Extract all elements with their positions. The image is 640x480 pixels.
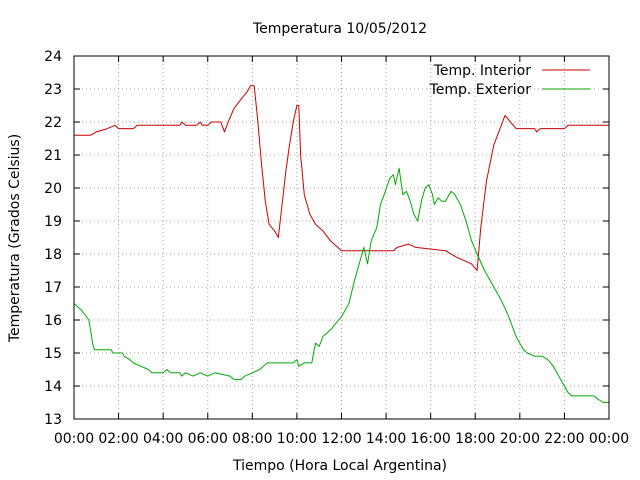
y-tick-label: 17 [44,280,62,296]
y-tick-label: 21 [44,148,62,164]
x-tick-label: 10:00 [277,431,317,447]
legend-label-temp-exterior: Temp. Exterior [429,82,532,98]
x-tick-label: 00:00 [589,431,629,447]
y-tick-label: 13 [44,412,62,428]
series-line-temp-exterior [73,167,609,403]
y-tick-label: 18 [44,247,62,263]
x-tick-label: 16:00 [410,431,450,447]
x-axis-label: Tiempo (Hora Local Argentina) [232,458,447,474]
series-line-temp-interior [74,85,609,271]
x-tick-label: 08:00 [232,431,272,447]
x-tick-label: 04:00 [143,431,183,447]
y-tick-label: 24 [44,49,62,65]
x-tick-label: 18:00 [455,431,495,447]
y-tick-label: 22 [44,115,62,131]
y-axis-tick-labels: 13 14 15 16 17 18 19 20 21 22 23 24 [44,49,62,428]
x-tick-label: 00:00 [54,431,94,447]
y-tick-label: 14 [44,379,62,395]
y-tick-label: 15 [44,346,62,362]
y-tick-label: 16 [44,313,62,329]
legend: Temp. Interior Temp. Exterior [429,63,590,98]
y-axis-label: Temperatura (Grados Celsius) [7,134,23,343]
x-tick-label: 12:00 [321,431,361,447]
x-tick-label: 20:00 [500,431,540,447]
y-tick-label: 20 [44,181,62,197]
y-tick-label: 23 [44,82,62,98]
x-tick-label: 06:00 [188,431,228,447]
series-layer [73,85,609,403]
chart-title: Temperatura 10/05/2012 [252,21,427,37]
ticks [73,55,610,420]
y-tick-label: 19 [44,214,62,230]
grid [74,56,609,419]
x-tick-label: 02:00 [98,431,138,447]
x-tick-label: 14:00 [366,431,406,447]
legend-label-temp-interior: Temp. Interior [433,63,532,79]
x-axis-tick-labels: 00:00 02:00 04:00 06:00 08:00 10:00 12:00 14:00… [54,431,629,447]
x-tick-label: 22:00 [544,431,584,447]
